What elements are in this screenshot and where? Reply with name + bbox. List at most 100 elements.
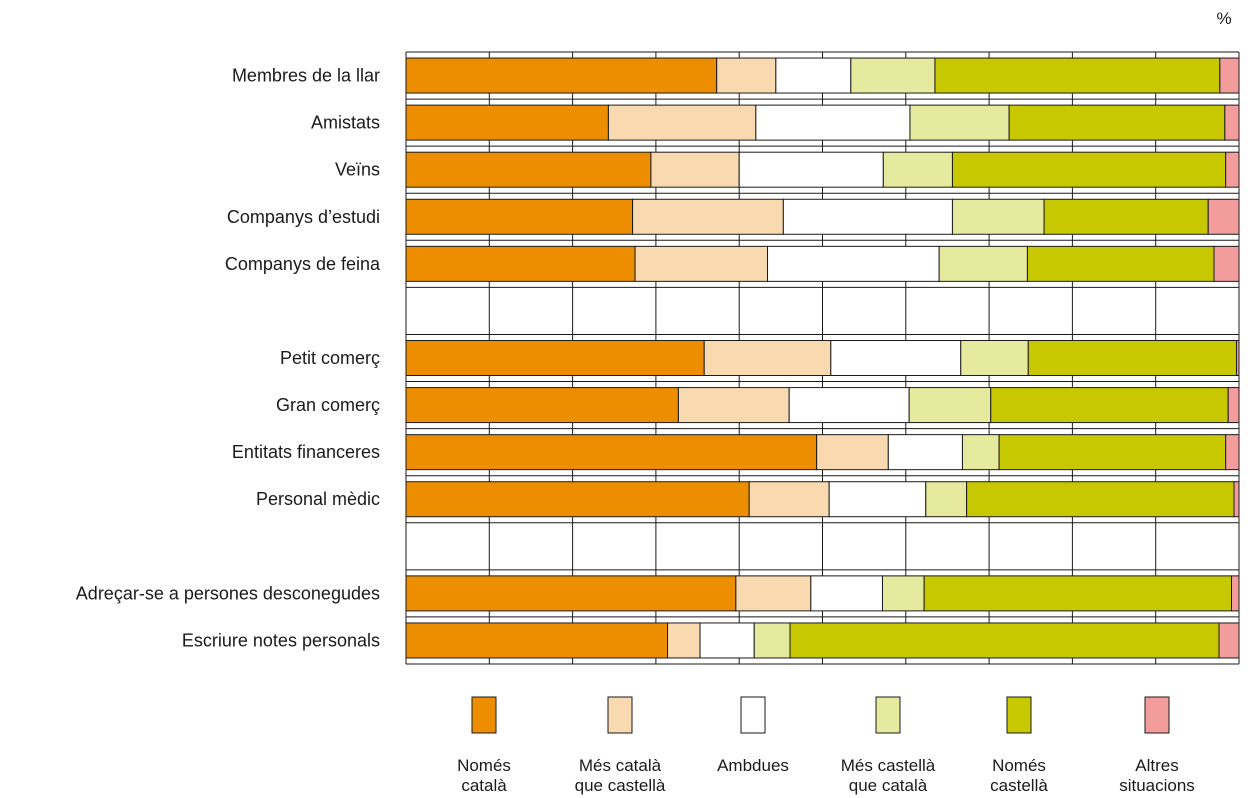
bar-segment — [1225, 434, 1240, 471]
legend-label: situacions — [1119, 776, 1195, 795]
bar-segment — [405, 340, 705, 376]
bar-segment — [1218, 622, 1240, 659]
bar-segment — [607, 104, 757, 141]
bar-segment — [828, 481, 927, 518]
bars — [405, 57, 1240, 659]
bar-segment — [909, 104, 1010, 141]
legend-label: castellà — [990, 776, 1048, 795]
category-label: Escriure notes personals — [182, 630, 380, 650]
category-label: Veïns — [335, 160, 380, 180]
category-label: Entitats financeres — [232, 442, 380, 462]
bar-segment — [1236, 340, 1240, 376]
bar-segment — [634, 245, 769, 282]
bar-segment — [934, 57, 1221, 94]
category-label: Personal mèdic — [256, 489, 380, 509]
bar-segment — [816, 434, 889, 471]
bar-segment — [882, 151, 953, 188]
bar-segment — [735, 575, 812, 612]
bar-segment — [738, 151, 884, 188]
bar-segment — [960, 340, 1029, 376]
bar-segment — [1027, 340, 1238, 376]
unit-label: % — [1216, 9, 1231, 28]
bar-segment — [405, 198, 634, 235]
legend-label: que castellà — [575, 776, 666, 795]
bar-segment — [951, 198, 1045, 235]
bar-segment — [405, 481, 750, 518]
bar-segment — [748, 481, 830, 518]
bar-segment — [1043, 198, 1209, 235]
bar-segment — [650, 151, 740, 188]
bar-segment — [405, 575, 737, 612]
bar-segment — [1207, 198, 1240, 235]
bar-segment — [405, 104, 609, 141]
bar-segment — [938, 245, 1028, 282]
legend-label: Altres — [1135, 756, 1178, 775]
legend-label: que català — [849, 776, 928, 795]
bar-segment — [830, 340, 962, 376]
bar-segment — [632, 198, 784, 235]
bar-segment — [767, 245, 940, 282]
bar-segment — [788, 387, 910, 424]
category-label: Gran comerç — [276, 395, 380, 415]
legend-swatch — [1144, 696, 1170, 734]
bar-segment — [753, 622, 791, 659]
bar-segment — [405, 57, 718, 94]
bar-segment — [405, 387, 679, 424]
legend-swatch — [1006, 696, 1032, 734]
bar-segment — [405, 434, 818, 471]
category-label: Adreçar-se a persones desconegudes — [76, 583, 380, 603]
bar-segment — [699, 622, 755, 659]
bar-segment — [925, 481, 968, 518]
bar-segment — [887, 434, 963, 471]
bar-segment — [998, 434, 1227, 471]
bar-segment — [405, 622, 669, 659]
legend-swatch — [607, 696, 633, 734]
bar-segment — [1008, 104, 1226, 141]
legend-swatch — [875, 696, 901, 734]
bar-segment — [810, 575, 883, 612]
bar-segment — [775, 57, 852, 94]
legend-swatch — [740, 696, 766, 734]
bar-segment — [951, 151, 1227, 188]
bar-segment — [923, 575, 1233, 612]
legend-label: Només — [457, 756, 511, 775]
bar-segment — [1219, 57, 1240, 94]
category-label: Companys d’estudi — [227, 207, 380, 227]
bar-segment — [966, 481, 1235, 518]
legend-label: Més castellà — [841, 756, 936, 775]
bar-segment — [961, 434, 1000, 471]
bar-segment — [755, 104, 911, 141]
category-label: Amistats — [311, 113, 380, 133]
category-labels: Membres de la llar Amistats Veïns Companys … — [76, 66, 381, 651]
bar-segment — [990, 387, 1229, 424]
bar-segment — [782, 198, 953, 235]
legend-swatch — [471, 696, 497, 734]
bar-segment — [716, 57, 777, 94]
bar-segment — [1233, 481, 1240, 518]
bar-segment — [1231, 575, 1240, 612]
category-label: Membres de la llar — [232, 66, 380, 86]
category-label: Companys de feina — [225, 254, 381, 274]
bar-segment — [908, 387, 992, 424]
bar-segment — [1225, 151, 1240, 188]
bar-segment — [881, 575, 925, 612]
bar-segment — [667, 622, 701, 659]
legend-label: Només — [992, 756, 1046, 775]
bar-segment — [677, 387, 790, 424]
legend-label: català — [461, 776, 507, 795]
legend-label: Més català — [579, 756, 662, 775]
bar-segment — [850, 57, 936, 94]
bar-segment — [1026, 245, 1215, 282]
bar-segment — [789, 622, 1220, 659]
category-label: Petit comerç — [280, 348, 380, 368]
bar-segment — [1213, 245, 1240, 282]
bar-segment — [703, 340, 832, 376]
bar-segment — [405, 151, 652, 188]
legend-label: Ambdues — [717, 756, 789, 775]
bar-segment — [405, 245, 636, 282]
bar-segment — [1227, 387, 1240, 424]
bar-segment — [1224, 104, 1240, 141]
